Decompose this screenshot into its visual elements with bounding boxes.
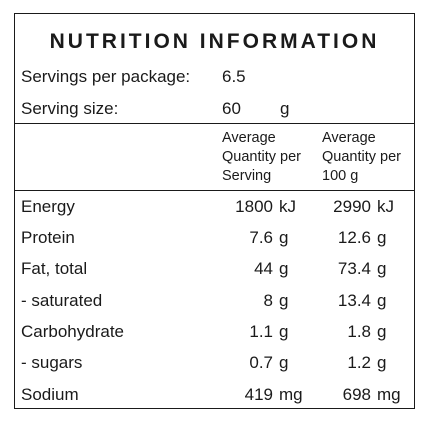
per-serving-value: 44 (254, 259, 273, 278)
per-serving-unit: g (279, 259, 289, 278)
per-100g-unit: mg (377, 385, 401, 404)
per-100g-unit: g (377, 259, 387, 278)
servings-per-package-value: 6.5 (222, 67, 246, 86)
per-serving-value: 419 (244, 385, 273, 404)
per-100g-unit: g (377, 291, 387, 310)
per-serving-unit: g (279, 228, 289, 247)
serving-size-value: 60 (222, 99, 241, 118)
per-100g-value: 13.4 (337, 291, 371, 310)
per-serving-value: 1.1 (249, 322, 273, 341)
column-header-per-100g: Average Quantity per 100 g (322, 129, 401, 186)
serving-size-label: Serving size: (21, 99, 119, 118)
per-100g-unit: g (377, 322, 387, 341)
column-header-line: Quantity per (322, 149, 401, 165)
per-serving-unit: g (279, 291, 289, 310)
nutrient-label: Fat, total (21, 259, 88, 278)
per-serving-value: 0.7 (249, 353, 273, 372)
per-serving-unit: g (279, 353, 289, 372)
nutrient-label: Carbohydrate (21, 322, 125, 341)
serving-size-unit: g (280, 99, 290, 118)
panel-title: NUTRITION INFORMATION (49, 30, 380, 53)
per-100g-unit: kJ (377, 197, 394, 216)
nutrient-label: - saturated (21, 291, 103, 310)
column-header-line: Average (222, 130, 276, 146)
per-serving-unit: mg (279, 385, 303, 404)
per-100g-value: 1.8 (347, 322, 371, 341)
per-serving-unit: kJ (279, 197, 296, 216)
nutrient-label: Sodium (21, 385, 79, 404)
per-100g-value: 698 (342, 385, 371, 404)
nutrient-label: - sugars (21, 353, 83, 372)
column-header-line: Serving (222, 168, 272, 184)
per-100g-value: 1.2 (347, 353, 371, 372)
servings-per-package-label: Servings per package: (21, 67, 191, 86)
per-serving-unit: g (279, 322, 289, 341)
nutrient-label: Protein (21, 228, 75, 247)
nutrition-panel: NUTRITION INFORMATION Servings per packa… (14, 13, 415, 409)
per-serving-value: 7.6 (249, 228, 273, 247)
per-100g-unit: g (377, 228, 387, 247)
column-header-line: 100 g (322, 168, 359, 184)
divider-middle (15, 190, 414, 191)
column-header-line: Average (322, 130, 376, 146)
divider-top (15, 123, 414, 124)
per-100g-value: 2990 (333, 197, 371, 216)
per-serving-value: 1800 (235, 197, 273, 216)
per-serving-value: 8 (263, 291, 273, 310)
column-header-per-serving: Average Quantity per Serving (222, 129, 301, 186)
per-100g-unit: g (377, 353, 387, 372)
per-100g-value: 12.6 (337, 228, 371, 247)
nutrient-label: Energy (21, 197, 75, 216)
column-header-line: Quantity per (222, 149, 301, 165)
per-100g-value: 73.4 (337, 259, 371, 278)
